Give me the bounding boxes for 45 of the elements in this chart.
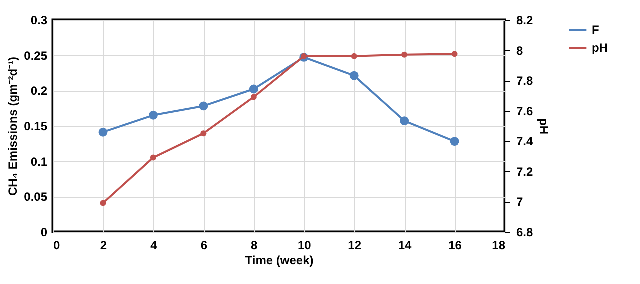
point bbox=[351, 53, 358, 60]
y-tick-label: 0.2 bbox=[30, 84, 48, 98]
x-tick-label: 18 bbox=[492, 238, 506, 252]
point bbox=[100, 200, 106, 206]
point bbox=[98, 128, 108, 137]
y2-tick-label: 7.8 bbox=[516, 74, 534, 88]
x-tick-label: 8 bbox=[251, 238, 258, 252]
y-tick-label: 0.3 bbox=[30, 14, 48, 28]
point bbox=[452, 51, 458, 58]
y2-tick-label: 7 bbox=[516, 195, 524, 210]
point bbox=[250, 94, 257, 100]
y2-tick-label: 7.2 bbox=[516, 164, 534, 179]
x-tick-label: 2 bbox=[100, 238, 108, 252]
point bbox=[150, 154, 156, 161]
point bbox=[450, 137, 460, 146]
y-tick-label: 0.15 bbox=[24, 120, 48, 134]
point bbox=[301, 53, 308, 60]
point bbox=[402, 52, 408, 58]
point bbox=[199, 102, 208, 111]
x-tick-label: 10 bbox=[298, 238, 312, 252]
x-tick-label: 4 bbox=[150, 238, 158, 252]
point bbox=[350, 71, 359, 80]
point bbox=[249, 84, 258, 94]
y-tick-label: 0.1 bbox=[30, 154, 48, 169]
x-axis-title: Time (week) bbox=[245, 254, 314, 268]
y-tick-label: 0.25 bbox=[24, 48, 48, 63]
y2-axis-title: pH bbox=[537, 118, 552, 134]
point bbox=[148, 110, 158, 120]
x-tick-label: 16 bbox=[448, 238, 462, 252]
x-tick-label: 0 bbox=[54, 238, 60, 252]
y-tick-label: 0.05 bbox=[24, 190, 48, 204]
y2-tick-label: 7.4 bbox=[516, 134, 534, 149]
legend-label: F bbox=[592, 23, 600, 37]
y2-tick-label: 8 bbox=[516, 44, 524, 58]
y-tick-label: 0 bbox=[40, 226, 48, 240]
y2-tick-label: 6.8 bbox=[516, 226, 534, 240]
point bbox=[200, 130, 207, 137]
legend-label: pH bbox=[592, 41, 608, 55]
point bbox=[400, 116, 410, 126]
y-axis-title: CH₄ Emissions (gm⁻²d⁻¹) bbox=[6, 56, 20, 196]
y2-tick-label: 8.2 bbox=[516, 14, 534, 28]
y2-tick-label: 7.6 bbox=[516, 104, 534, 118]
x-tick-label: 12 bbox=[348, 238, 362, 252]
x-tick-label: 14 bbox=[398, 238, 412, 252]
x-tick-label: 6 bbox=[200, 238, 208, 252]
